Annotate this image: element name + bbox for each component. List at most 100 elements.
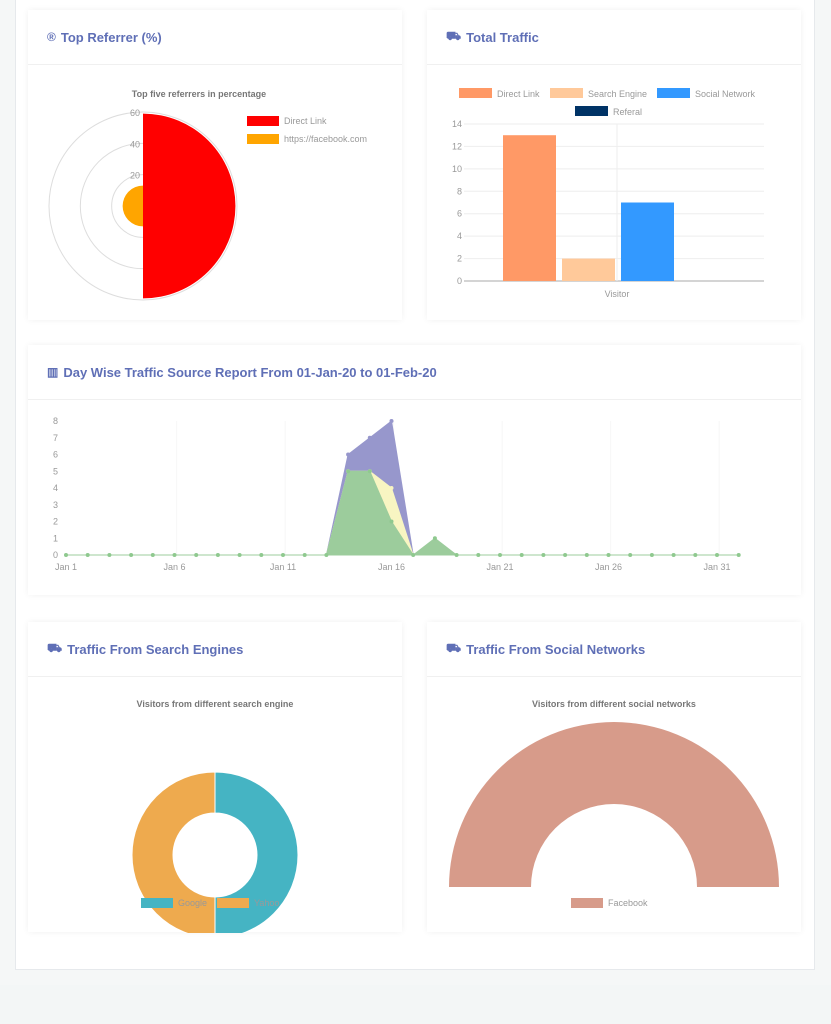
- social-networks-card: ⛟ Traffic From Social Networks Visitors f…: [427, 622, 801, 932]
- data-point: [367, 469, 372, 474]
- footer-area: [0, 985, 831, 1024]
- data-point: [346, 452, 351, 457]
- data-point: [541, 553, 546, 557]
- card-title: Day Wise Traffic Source Report From 01-J…: [63, 364, 437, 380]
- data-point: [389, 519, 394, 524]
- day-wise-area-chart: 0 1 2 3 4 5 6 7 8 Jan 1 Jan 6 Jan 11 Jan 16 Jan 21 Jan…: [53, 416, 741, 572]
- r-tick-label: 20: [130, 171, 140, 181]
- data-point: [519, 553, 524, 557]
- legend-swatch: [575, 106, 608, 116]
- data-point: [129, 553, 134, 557]
- data-point: [628, 553, 633, 557]
- card-title: Top Referrer (%): [60, 29, 162, 45]
- data-point: [85, 553, 90, 557]
- legend-label: https://facebook.com: [284, 134, 367, 144]
- x-tick-label: Jan 16: [378, 562, 405, 572]
- y-tick-label: 0: [53, 550, 58, 560]
- data-point: [411, 553, 416, 557]
- chart-title: Visitors from different social networks: [532, 699, 696, 709]
- total-traffic-bar-chart: Direct Link Search Engine Social Network Re…: [452, 88, 764, 299]
- referrer-polar-chart: Top five referrers in percentage 20 40 60 Di…: [48, 89, 367, 301]
- data-point: [367, 435, 372, 440]
- chart-title: Visitors from different search engine: [137, 699, 294, 709]
- data-point: [150, 553, 155, 557]
- data-point: [563, 553, 568, 557]
- y-tick-label: 10: [452, 164, 462, 174]
- y-tick-label: 7: [53, 433, 58, 443]
- y-tick-label: 8: [53, 416, 58, 426]
- legend-swatch: [657, 88, 690, 98]
- legend-swatch: [550, 88, 583, 98]
- data-point: [584, 553, 589, 557]
- polar-slice: [122, 185, 143, 227]
- data-point: [649, 553, 654, 557]
- data-point: [389, 486, 394, 490]
- y-tick-label: 6: [457, 209, 462, 219]
- polar-slice: [143, 113, 236, 299]
- x-tick-label: Jan 31: [703, 562, 730, 572]
- legend-label: Yahoo: [254, 898, 279, 908]
- y-tick-label: 12: [452, 141, 462, 151]
- search-engines-card: ⛟ Traffic From Search Engines Visitors fr…: [28, 622, 402, 939]
- data-point: [215, 553, 220, 557]
- y-tick-label: 4: [53, 483, 58, 493]
- total-traffic-card: ⛟ Total Traffic Direct Link Search Engine S…: [427, 10, 801, 320]
- truck-icon: ⛟: [446, 29, 462, 43]
- y-tick-label: 0: [457, 276, 462, 286]
- legend-swatch: [571, 898, 603, 908]
- x-tick-label: Jan 21: [486, 562, 513, 572]
- data-point: [346, 469, 351, 474]
- bar: [503, 135, 556, 281]
- doughnut-slice: [214, 771, 299, 939]
- data-point: [715, 553, 719, 557]
- data-point: [693, 553, 698, 557]
- y-tick-label: 3: [53, 500, 58, 510]
- social-network-half-doughnut-chart: Visitors from different social networks F…: [449, 699, 779, 908]
- registered-icon: ®: [47, 30, 56, 44]
- data-point: [107, 553, 112, 557]
- x-tick-label: Jan 11: [270, 562, 296, 572]
- data-point: [606, 553, 611, 557]
- x-tick-label: Jan 6: [163, 562, 185, 572]
- data-point: [237, 553, 242, 557]
- x-tick-label: Jan 26: [595, 562, 622, 572]
- bar-chart-icon: ▥: [47, 365, 59, 379]
- data-point: [281, 553, 285, 557]
- legend-label: Social Network: [695, 89, 756, 99]
- truck-icon: ⛟: [446, 641, 462, 655]
- y-tick-label: 5: [53, 466, 58, 476]
- y-tick-label: 8: [457, 186, 462, 196]
- legend-label: Google: [178, 898, 207, 908]
- legend-label: Facebook: [608, 898, 648, 908]
- y-tick-label: 1: [53, 533, 58, 543]
- data-point: [324, 553, 329, 557]
- y-tick-label: 6: [53, 450, 58, 460]
- bar: [621, 202, 674, 281]
- legend-label: Direct Link: [284, 116, 327, 126]
- doughnut-slice: [131, 771, 216, 939]
- bar: [562, 258, 615, 281]
- data-point: [302, 553, 307, 557]
- card-title: Traffic From Social Networks: [466, 641, 646, 657]
- card-title: Total Traffic: [466, 29, 539, 45]
- data-point: [671, 553, 676, 557]
- data-point: [476, 553, 481, 557]
- card-title: Traffic From Search Engines: [67, 641, 244, 657]
- day-wise-card: ▥ Day Wise Traffic Source Report From 01-…: [28, 345, 801, 595]
- legend-swatch: [141, 898, 173, 908]
- x-tick-label: Visitor: [605, 289, 630, 299]
- y-tick-label: 2: [53, 517, 58, 527]
- data-point: [498, 553, 502, 557]
- legend-label: Direct Link: [497, 89, 540, 99]
- r-tick-label: 40: [130, 139, 140, 149]
- data-point: [194, 553, 199, 557]
- data-point: [432, 536, 437, 541]
- doughnut-slice: [449, 722, 779, 887]
- data-point: [736, 553, 741, 557]
- y-tick-label: 14: [452, 119, 462, 129]
- data-point: [259, 553, 264, 557]
- y-tick-label: 4: [457, 231, 462, 241]
- r-tick-label: 60: [130, 108, 140, 118]
- top-referrer-card: ® Top Referrer (%) Top five referrers in …: [28, 10, 402, 320]
- legend-label: Search Engine: [588, 89, 647, 99]
